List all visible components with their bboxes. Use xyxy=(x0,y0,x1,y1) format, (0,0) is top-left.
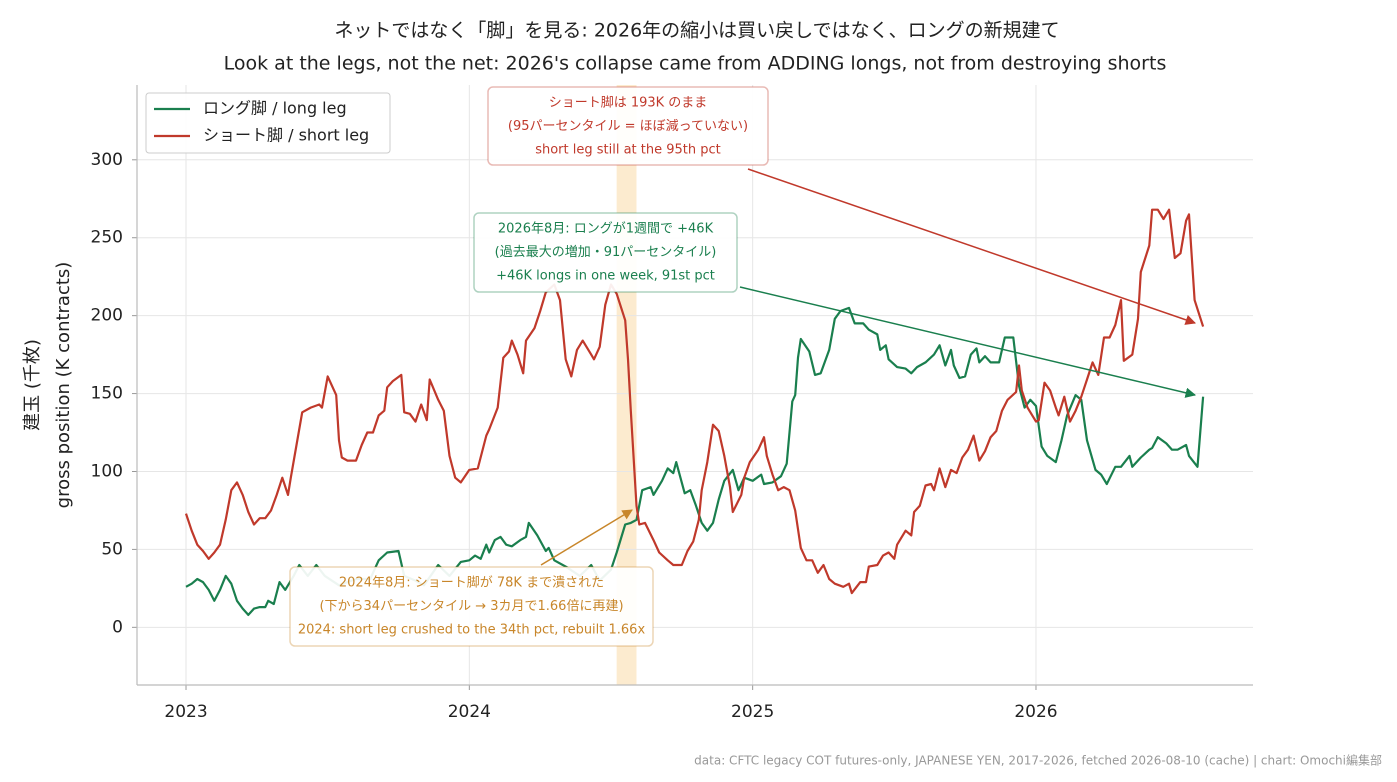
legend-label: ショート脚 / short leg xyxy=(203,126,369,145)
annotation-text: (過去最大の増加・91パーセンタイル) xyxy=(495,245,717,260)
legend-label: ロング脚 / long leg xyxy=(203,99,347,118)
annotation-text: (下から34パーセンタイル → 3カ月で1.66倍に再建) xyxy=(319,599,623,614)
annotation-box xyxy=(487,86,769,166)
annotation-text: short leg still at the 95th pct xyxy=(535,143,721,158)
y-tick-label: 50 xyxy=(101,539,123,559)
annotation-box xyxy=(473,212,738,293)
y-tick-label: 0 xyxy=(112,617,123,637)
annotation-text: +46K longs in one week, 91st pct xyxy=(496,269,715,284)
x-tick-label: 2024 xyxy=(448,702,491,722)
x-tick-label: 2023 xyxy=(164,702,207,722)
series-line xyxy=(184,208,1205,595)
y-tick-label: 150 xyxy=(91,384,123,404)
annotation-text: (95パーセンタイル = ほぼ減っていない) xyxy=(508,118,748,134)
annotation-text: ショート脚は 193K のまま xyxy=(549,95,708,111)
legend-box xyxy=(145,92,391,154)
chart-title: ネットではなく「脚」を見る: 2026年の縮小は買い戻しではなく、ロングの新規建… xyxy=(334,20,1059,42)
annotation-arrow xyxy=(739,286,1197,398)
y-axis-label: gross position (K contracts) xyxy=(53,262,74,509)
annotation-text: 2024年8月: ショート脚が 78K まで潰された xyxy=(339,575,604,591)
y-tick-label: 250 xyxy=(91,228,123,248)
y-tick-label: 200 xyxy=(91,306,123,326)
annotation-text: 2024: short leg crushed to the 34th pct,… xyxy=(298,623,646,638)
x-tick-label: 2026 xyxy=(1014,702,1057,722)
annotation-arrow xyxy=(540,509,633,566)
source-note: data: CFTC legacy COT futures-only, JAPA… xyxy=(694,753,1382,768)
chart-subtitle: Look at the legs, not the net: 2026's co… xyxy=(224,53,1167,75)
x-tick-label: 2025 xyxy=(731,702,774,722)
annotation-text: 2026年8月: ロングが1週間で +46K xyxy=(498,222,714,237)
y-axis-label: 建玉 (千枚) xyxy=(22,339,43,431)
y-tick-label: 100 xyxy=(91,461,123,481)
y-tick-label: 300 xyxy=(91,150,123,170)
annotation-box xyxy=(289,566,654,647)
annotation-arrow xyxy=(747,168,1196,325)
